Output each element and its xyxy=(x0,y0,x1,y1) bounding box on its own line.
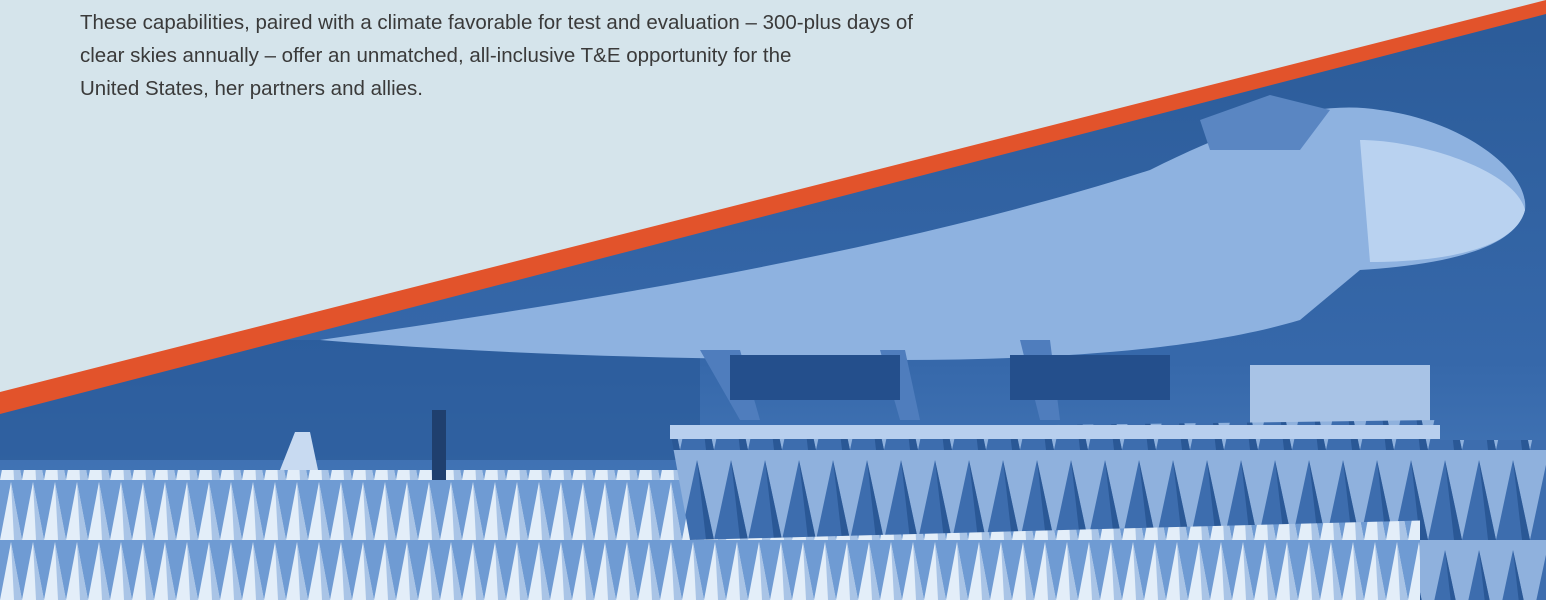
paragraph: These capabilities, paired with a climat… xyxy=(80,6,913,105)
text-line: United States, her partners and allies. xyxy=(80,72,913,105)
text-line: clear skies annually – offer an unmatche… xyxy=(80,39,913,72)
page: {"paragraph": {"lines": [ "These capabil… xyxy=(0,0,1546,600)
absorber-stack xyxy=(1420,440,1546,600)
wall-shadow xyxy=(0,340,700,460)
engine xyxy=(1010,355,1170,400)
person xyxy=(432,410,446,480)
text-line: These capabilities, paired with a climat… xyxy=(80,6,913,39)
platform-top xyxy=(670,425,1440,439)
engine xyxy=(730,355,900,400)
